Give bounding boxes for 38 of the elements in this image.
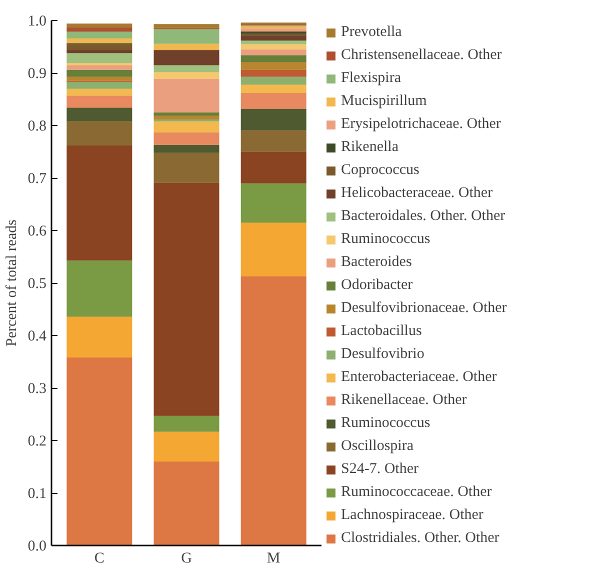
y-tick-label: 1.0 xyxy=(28,14,46,30)
y-tick-label: 0.7 xyxy=(28,171,47,187)
y-tick-label: 0.0 xyxy=(28,538,46,554)
y-tick-label: 0.4 xyxy=(28,328,47,344)
x-tick-label: G xyxy=(181,550,192,566)
legend-label: Helicobacteraceae. Other xyxy=(341,185,493,202)
legend-label: Desulfovibrionaceae. Other xyxy=(341,300,507,317)
legend-label: Mucispirillum xyxy=(341,93,427,110)
legend-label: Ruminococcus xyxy=(341,415,430,432)
legend-label: Desulfovibrio xyxy=(341,346,424,363)
legend-label: Oscillospira xyxy=(341,438,414,455)
legend-label: Christensenellaceae. Other xyxy=(341,47,502,64)
legend-label: Flexispira xyxy=(341,70,401,87)
legend-label: Rikenella xyxy=(341,139,398,156)
y-tick-label: 0.5 xyxy=(28,276,46,292)
legend-label: Rikenellaceae. Other xyxy=(341,392,467,409)
x-tick-label: M xyxy=(266,550,280,566)
legend-label: Prevotella xyxy=(341,24,402,41)
y-tick-label: 0.8 xyxy=(28,118,46,134)
y-tick-label: 0.6 xyxy=(28,224,47,240)
legend-label: Ruminococcaceae. Other xyxy=(341,484,492,501)
y-axis-title: Percent of total reads xyxy=(4,219,20,347)
legend-label: Bacteroidales. Other. Other xyxy=(341,208,506,225)
legend-label: Ruminococcus xyxy=(341,231,430,248)
y-tick-label: 0.3 xyxy=(28,381,46,397)
legend-label: S24-7. Other xyxy=(341,461,418,478)
legend-label: Clostridiales. Other. Other xyxy=(341,530,500,547)
legend-label: Erysipelotrichaceae. Other xyxy=(341,116,501,133)
legend-label: Lactobacillus xyxy=(341,323,422,340)
y-tick-label: 0.9 xyxy=(28,66,46,82)
legend-label: Lachnospiraceae. Other xyxy=(341,507,484,524)
legend-label: Bacteroides xyxy=(341,254,412,271)
legend-label: Coprococcus xyxy=(341,162,420,179)
legend-label: Enterobacteriaceae. Other xyxy=(341,369,497,386)
x-tick-label: C xyxy=(94,550,104,566)
y-tick-label: 0.1 xyxy=(28,486,46,502)
legend-label: Odoribacter xyxy=(341,277,413,294)
y-tick-label: 0.2 xyxy=(28,434,46,450)
